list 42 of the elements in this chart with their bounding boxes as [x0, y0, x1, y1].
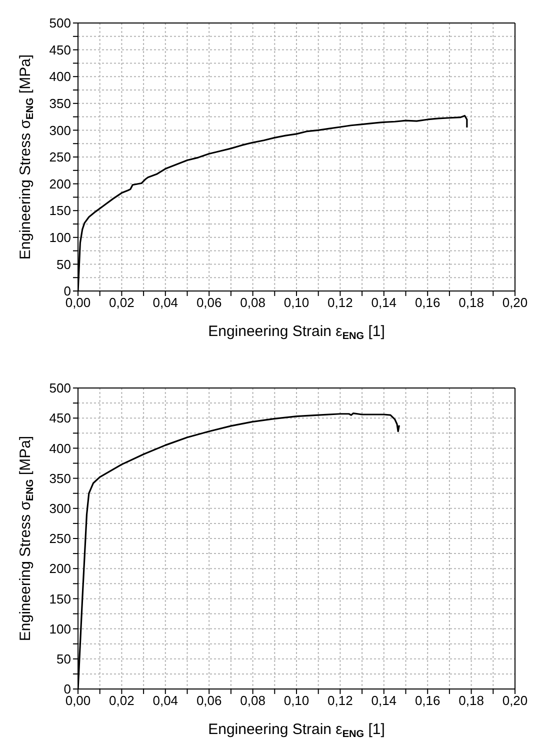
y-tick-label: 400 — [49, 69, 71, 84]
x-tick-label: 0,14 — [371, 693, 397, 708]
y-tick-label: 400 — [49, 440, 71, 456]
x-tick-label: 0,20 — [502, 693, 528, 708]
y-tick-label: 50 — [56, 256, 71, 272]
y-tick-label: 350 — [49, 96, 71, 112]
x-tick-label: 0,18 — [458, 693, 484, 708]
y-tick-label: 300 — [49, 501, 71, 516]
x-tick-label: 0,16 — [414, 295, 440, 310]
x-tick-label: 0,06 — [196, 693, 222, 708]
y-tick-label: 200 — [49, 176, 71, 192]
y-tick-label: 50 — [56, 652, 71, 667]
y-tick-label: 200 — [49, 561, 71, 576]
x-tick-label: 0,10 — [284, 295, 310, 310]
y-tick-label: 250 — [49, 531, 71, 546]
x-tick-label: 0,10 — [284, 693, 310, 708]
y-tick-label: 450 — [49, 410, 71, 426]
x-axis-title: Engineering Strain ε$_{ENG}$ [1] — [208, 323, 385, 342]
x-tick-label: 0,08 — [240, 693, 266, 708]
y-tick-label: 450 — [49, 42, 71, 58]
x-tick-label: 0,08 — [240, 295, 266, 310]
x-tick-label: 0,20 — [502, 295, 528, 310]
x-tick-label: 0,06 — [196, 295, 222, 310]
x-tick-label: 0,02 — [109, 295, 134, 310]
y-tick-label: 500 — [49, 16, 71, 31]
y-tick-label: 100 — [49, 621, 71, 636]
y-tick-label: 150 — [49, 203, 71, 218]
x-tick-label: 0,12 — [328, 693, 353, 708]
x-tick-label: 0,02 — [109, 693, 134, 708]
y-tick-label: 500 — [49, 380, 71, 396]
y-tick-label: 250 — [49, 150, 71, 165]
y-tick-label: 150 — [49, 591, 71, 606]
x-tick-label: 0,18 — [458, 295, 484, 310]
x-tick-label: 0,16 — [414, 693, 440, 708]
x-axis-title: Engineering Strain ε$_{ENG}$ [1] — [208, 721, 385, 740]
x-tick-label: 0,04 — [152, 693, 178, 708]
y-tick-label: 300 — [49, 122, 71, 138]
y-tick-label: 350 — [49, 470, 71, 486]
x-tick-label: 0,12 — [328, 295, 353, 310]
x-tick-label: 0,04 — [152, 295, 178, 310]
y-tick-label: 100 — [49, 230, 71, 246]
x-tick-label: 0,14 — [371, 295, 397, 310]
